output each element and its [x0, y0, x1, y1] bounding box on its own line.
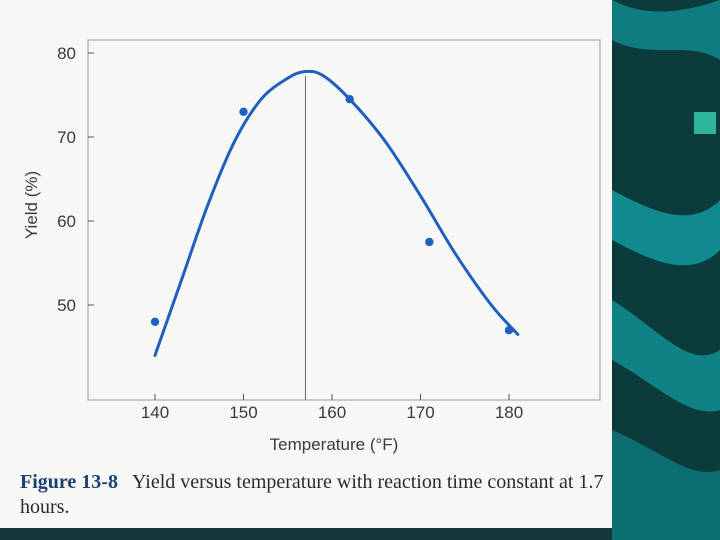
y-axis-label: Yield (%)	[22, 171, 41, 239]
y-tick-label: 50	[57, 296, 76, 315]
x-axis-label: Temperature (°F)	[270, 435, 399, 454]
x-tick-label: 170	[406, 403, 434, 422]
x-tick-label: 150	[229, 403, 257, 422]
yield-chart: 50 60 70 80 140 150 160 170 180 Yield (%) Tempe…	[22, 39, 601, 454]
figure-caption: Figure 13-8 Yield versus temperature with…	[20, 470, 605, 520]
x-tick-label: 140	[141, 403, 169, 422]
data-point	[504, 326, 514, 335]
textbook-page: 50 60 70 80 140 150 160 170 180 Yield (%) Tempe…	[0, 0, 612, 528]
data-point	[425, 237, 434, 247]
data-point	[239, 107, 248, 117]
x-tick-label: 180	[495, 403, 523, 422]
plot-frame	[87, 39, 601, 401]
y-tick-label: 60	[57, 212, 76, 231]
y-tick-label: 80	[57, 44, 76, 63]
x-tick-label: 160	[318, 403, 346, 422]
y-tick-label: 70	[57, 128, 76, 147]
figure-label: Figure 13-8	[20, 471, 118, 493]
data-point	[150, 317, 160, 326]
data-point	[345, 95, 354, 104]
fit-curve	[153, 69, 520, 357]
caption-text: Yield versus temperature with reaction t…	[20, 471, 604, 518]
